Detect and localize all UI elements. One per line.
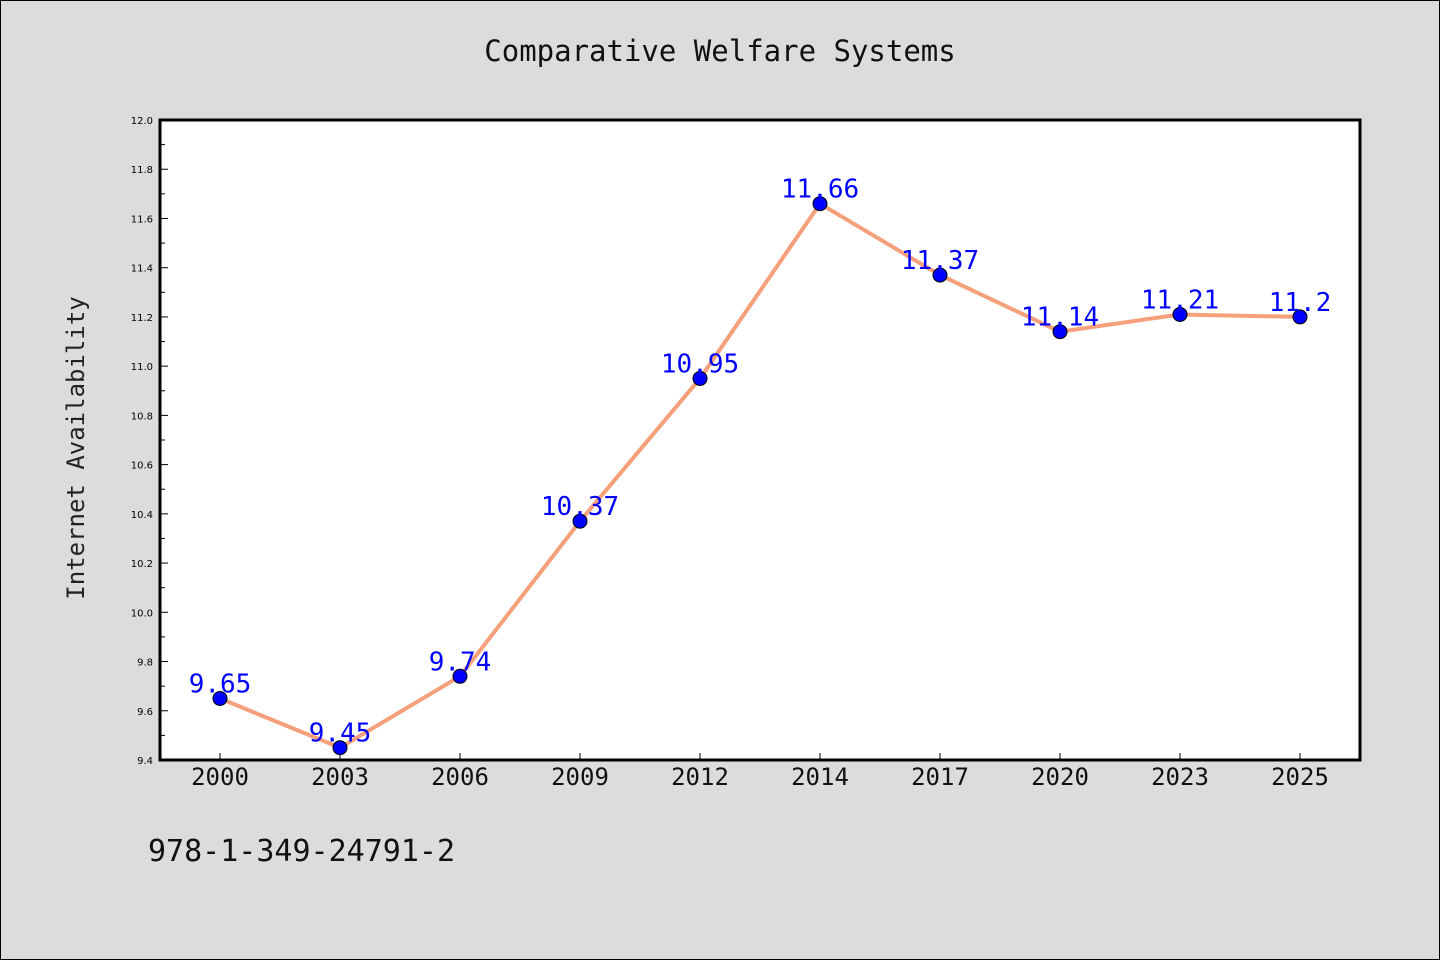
y-tick-label: 11.0 — [131, 362, 153, 373]
y-tick-label: 9.8 — [137, 658, 153, 669]
x-tick-label: 2025 — [1271, 763, 1329, 791]
chart-title: Comparative Welfare Systems — [484, 34, 956, 68]
data-label: 11.14 — [1021, 303, 1099, 333]
y-tick-label: 10.0 — [131, 608, 153, 619]
y-tick-label: 10.4 — [131, 510, 153, 521]
data-label: 9.74 — [429, 647, 492, 677]
data-point — [1052, 324, 1068, 340]
data-label: 11.66 — [781, 175, 859, 205]
data-point — [1292, 309, 1308, 325]
data-label: 10.95 — [661, 349, 739, 379]
data-point — [212, 690, 228, 706]
y-tick-label: 10.6 — [131, 461, 153, 472]
x-tick-label: 2020 — [1031, 763, 1089, 791]
data-point — [812, 196, 828, 212]
data-label: 9.65 — [189, 669, 252, 699]
data-label: 11.37 — [901, 246, 979, 276]
y-tick-label: 9.4 — [137, 756, 153, 767]
series-line — [218, 201, 1302, 750]
data-point — [932, 267, 948, 283]
data-label: 11.2 — [1269, 288, 1332, 318]
isbn-code: 978-1-349-24791-2 — [148, 834, 456, 869]
x-tick-label: 2006 — [431, 763, 489, 791]
x-tick-label: 2017 — [911, 763, 969, 791]
data-point — [332, 740, 348, 756]
data-point — [452, 668, 468, 684]
data-label: 9.45 — [309, 719, 372, 749]
y-tick-label: 11.2 — [131, 313, 153, 324]
data-label: 11.21 — [1141, 285, 1219, 315]
data-point — [572, 513, 588, 529]
y-tick-label: 12.0 — [131, 116, 153, 127]
x-tick-label: 2023 — [1151, 763, 1209, 791]
x-tick-label: 2000 — [191, 763, 249, 791]
data-point — [1172, 306, 1188, 322]
y-tick-label: 11.6 — [131, 214, 153, 225]
x-tick-label: 2009 — [551, 763, 609, 791]
y-tick-label: 11.8 — [131, 165, 153, 176]
data-point — [692, 370, 708, 386]
y-tick-label: 10.2 — [131, 559, 153, 570]
y-tick-label: 9.6 — [137, 707, 153, 718]
plot-area — [158, 118, 1362, 762]
y-tick-label: 10.8 — [131, 411, 153, 422]
y-tick-label: 11.4 — [131, 264, 153, 275]
x-tick-label: 2014 — [791, 763, 849, 791]
x-tick-label: 2003 — [311, 763, 369, 791]
x-tick-label: 2012 — [671, 763, 729, 791]
data-label: 10.37 — [541, 492, 619, 522]
